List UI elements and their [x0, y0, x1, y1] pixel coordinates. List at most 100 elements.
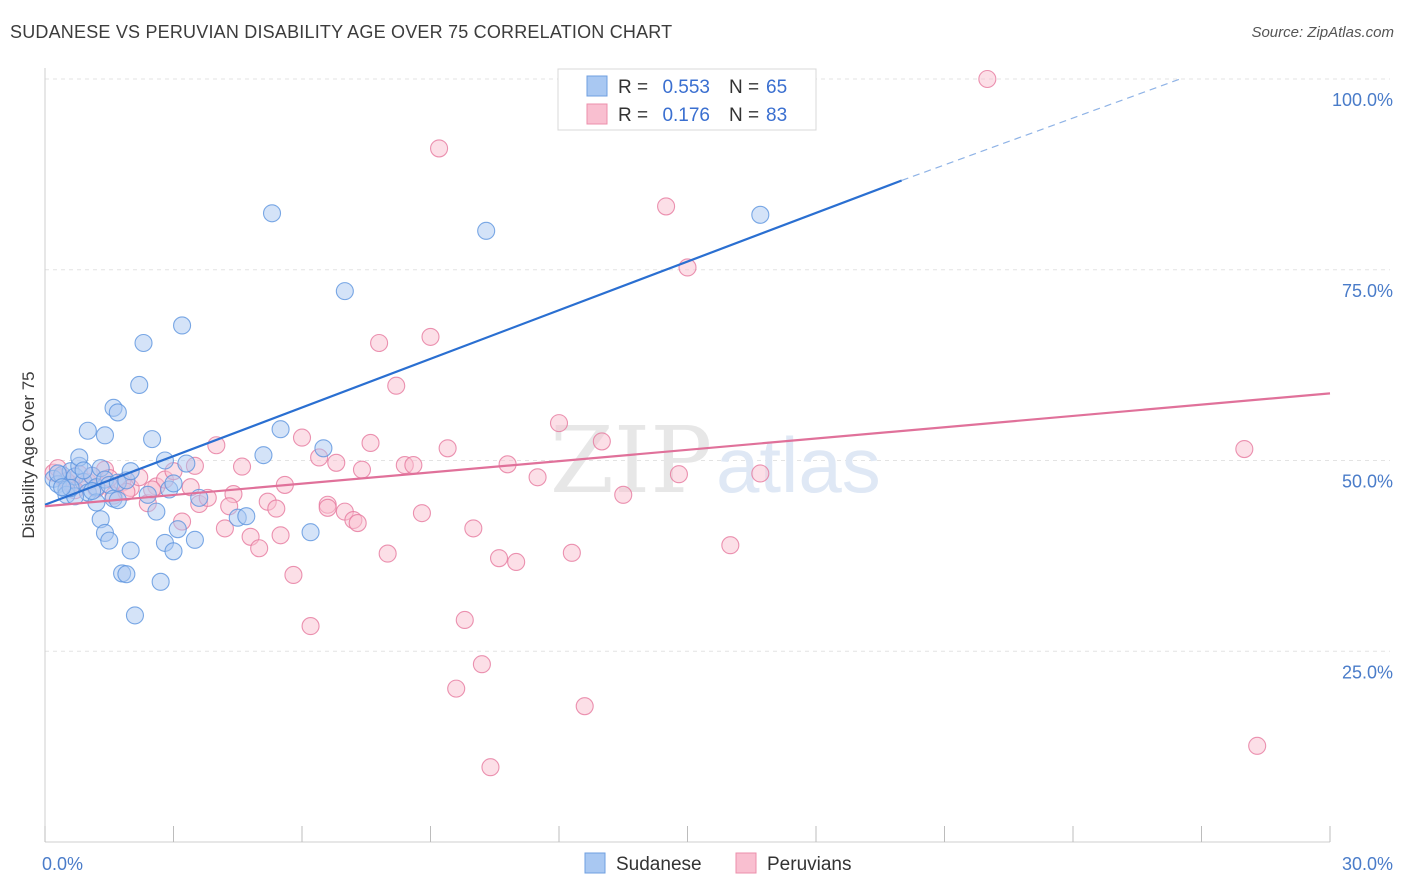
legend: R = 0.553 N = 65 R = 0.176 N = 83 — [557, 68, 817, 131]
sudanese-point — [168, 520, 187, 539]
bottom-legend-swatch — [584, 852, 606, 874]
peruvians-point — [1235, 440, 1254, 459]
grid-lines — [45, 78, 1390, 652]
sudanese-trend-line — [44, 179, 903, 506]
peruvians-point — [421, 327, 440, 346]
watermark: ZIP atlas — [550, 407, 881, 514]
peruvians-point — [292, 428, 312, 447]
sudanese-trend-extension — [901, 78, 1181, 182]
sudanese-point — [751, 205, 770, 224]
peruvians-point — [472, 655, 491, 674]
peruvians-point — [404, 456, 423, 475]
peruvians-point — [267, 499, 286, 518]
trend-lines — [44, 78, 1331, 508]
bottom-legend-swatch — [735, 852, 757, 874]
peruvians-point — [348, 514, 367, 533]
y-tick-label: 100.0% — [1332, 90, 1393, 110]
peruvians-point — [549, 414, 569, 433]
sudanese-point — [134, 333, 153, 353]
peruvians-point — [978, 69, 997, 89]
legend-n-value: 83 — [766, 105, 787, 126]
peruvians-point — [751, 464, 770, 483]
peruvians-point — [232, 457, 252, 476]
y-tick-label: 75.0% — [1342, 281, 1393, 301]
sudanese-point — [138, 485, 157, 504]
sudanese-point — [164, 474, 183, 493]
source-label: Source: ZipAtlas.com — [1251, 24, 1394, 41]
sudanese-point — [147, 502, 166, 521]
legend-n-label: N = — [729, 105, 759, 126]
sudanese-point — [151, 572, 170, 591]
sudanese-point — [237, 507, 256, 526]
sudanese-point — [130, 375, 149, 395]
peruvians-point — [301, 617, 320, 636]
peruvians-point — [575, 697, 594, 716]
sudanese-point — [95, 426, 115, 445]
peruvians-point — [464, 519, 483, 538]
peruvians-trend-line — [44, 392, 1331, 508]
peruvians-point — [271, 526, 290, 545]
peruvians-point — [669, 465, 688, 484]
sudanese-point — [143, 430, 162, 449]
y-tick-label: 25.0% — [1342, 662, 1393, 682]
sudanese-point — [173, 316, 192, 335]
peruvians-point — [215, 519, 234, 538]
peruvians-point — [614, 485, 633, 504]
sudanese-point — [53, 478, 72, 497]
legend-r-value: 0.176 — [662, 105, 710, 126]
sudanese-point — [78, 421, 97, 440]
peruvians-point — [250, 539, 269, 558]
peruvians-point — [489, 549, 509, 568]
peruvians-point — [361, 433, 380, 453]
chart-title: SUDANESE VS PERUVIAN DISABILITY AGE OVER… — [10, 22, 673, 42]
peruvians-point — [721, 536, 740, 555]
x-tick-label: 30.0% — [1342, 854, 1393, 874]
sudanese-point — [117, 565, 136, 584]
sudanese-point — [335, 282, 354, 301]
sudanese-point — [121, 541, 140, 560]
sudanese-point — [164, 542, 183, 561]
bottom-legend-label: Sudanese — [616, 854, 702, 875]
peruvians-point — [318, 498, 337, 517]
sudanese-point — [185, 530, 204, 549]
y-tick-label: 50.0% — [1342, 472, 1393, 492]
peruvians-point — [387, 376, 406, 395]
sudanese-point — [314, 439, 333, 458]
peruvians-point — [528, 468, 547, 487]
peruvians-point — [370, 333, 389, 353]
y-axis-label: Disability Age Over 75 — [19, 371, 38, 538]
peruvians-point — [378, 544, 397, 563]
legend-r-label: R = — [618, 77, 648, 98]
sudanese-point — [301, 523, 320, 542]
peruvians-point — [1248, 736, 1267, 755]
sudanese-point — [100, 531, 119, 550]
legend-n-value: 65 — [766, 77, 787, 98]
peruvians-point — [592, 432, 611, 451]
peruvians-point — [412, 504, 431, 523]
sudanese-point — [74, 461, 93, 480]
peruvians-point — [481, 758, 500, 777]
peruvians-point — [562, 543, 581, 562]
peruvians-point — [327, 453, 346, 472]
peruvians-point — [352, 460, 372, 479]
peruvians-point — [447, 679, 466, 698]
peruvians-point — [455, 610, 474, 630]
bottom-legend: Sudanese Peruvians — [584, 852, 852, 875]
bottom-legend-label: Peruvians — [767, 854, 852, 875]
sudanese-point — [108, 403, 127, 422]
sudanese-point — [262, 204, 282, 223]
sudanese-point — [125, 606, 144, 625]
tick-labels: 25.0% 50.0% 75.0% 100.0% 0.0% 30.0% — [42, 90, 1393, 874]
sudanese-point — [271, 420, 290, 439]
peruvians-point — [507, 552, 526, 572]
legend-swatch — [586, 75, 608, 97]
legend-n-label: N = — [729, 77, 759, 98]
sudanese-point — [254, 446, 273, 465]
peruvians-point — [657, 197, 676, 216]
peruvians-point — [284, 565, 303, 585]
axes — [44, 68, 1331, 843]
legend-r-value: 0.553 — [662, 77, 710, 98]
legend-swatch — [586, 103, 608, 125]
peruvians-point — [438, 439, 457, 458]
